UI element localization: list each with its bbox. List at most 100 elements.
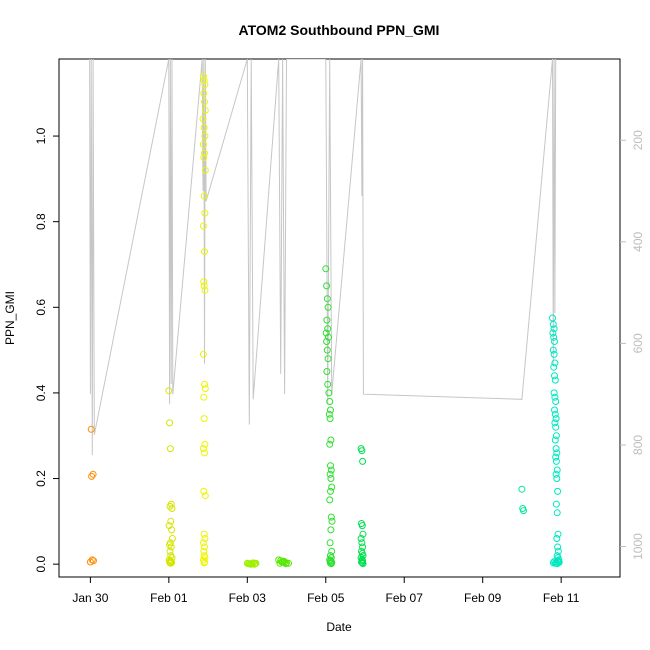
data-point — [200, 154, 208, 161]
data-point — [328, 517, 336, 525]
data-point — [326, 440, 334, 448]
y-tick-label: 0.6 — [34, 299, 48, 316]
plot-frame — [58, 58, 621, 578]
data-point — [201, 385, 209, 393]
x-tick-label: Feb 03 — [229, 591, 267, 605]
y-tick-label: 0.0 — [34, 555, 48, 572]
data-point — [549, 329, 557, 337]
data-point — [166, 502, 174, 510]
y2-tick-label: 600 — [631, 333, 645, 353]
data-point — [282, 560, 290, 568]
data-point — [551, 338, 558, 345]
data-point — [166, 445, 174, 453]
data-point — [166, 419, 174, 427]
data-point — [549, 314, 556, 322]
data-point — [553, 466, 561, 474]
data-point — [549, 320, 557, 328]
data-point — [200, 282, 208, 290]
data-point — [553, 535, 561, 542]
data-point — [325, 389, 333, 397]
y-tick-label: 0.2 — [34, 470, 48, 487]
data-point — [323, 282, 331, 290]
chart-title: ATOM2 Southbound PPN_GMI — [239, 22, 440, 38]
data-point — [201, 492, 209, 500]
data-point — [324, 325, 332, 333]
data-point — [551, 436, 559, 444]
data-point — [201, 380, 208, 388]
data-point — [88, 472, 96, 480]
y2-tick-label: 200 — [631, 130, 645, 150]
data-point — [201, 149, 208, 157]
data-point — [201, 132, 209, 140]
data-point — [327, 526, 335, 534]
data-point — [323, 316, 331, 324]
data-point — [550, 350, 558, 358]
data-point — [167, 517, 175, 525]
data-point — [358, 522, 366, 530]
data-point — [250, 560, 258, 568]
data-point — [327, 462, 334, 470]
data-point — [552, 453, 560, 461]
data-point — [252, 559, 260, 567]
data-point — [324, 380, 332, 388]
data-point — [90, 557, 97, 565]
data-point — [201, 449, 208, 457]
data-point — [199, 222, 207, 230]
data-point — [550, 325, 558, 333]
data-point — [551, 393, 559, 401]
data-point — [327, 466, 335, 474]
data-point — [551, 359, 559, 367]
data-point — [327, 560, 335, 568]
data-point — [552, 500, 560, 508]
data-point — [168, 535, 176, 542]
data-point — [553, 449, 561, 457]
y-tick-label: 1.0 — [34, 127, 48, 144]
data-point — [201, 440, 209, 448]
data-point — [552, 415, 560, 423]
data-point — [201, 535, 209, 542]
data-point — [324, 355, 332, 363]
data-point — [327, 475, 335, 482]
data-point — [165, 387, 173, 395]
x-axis: Jan 30 Feb 01 Feb 03 Feb 05 Feb 07 Feb 09 Feb … — [72, 577, 580, 605]
data-point — [551, 376, 559, 384]
x-tick-label: Jan 30 — [72, 591, 108, 605]
y2-tick-label: 400 — [631, 231, 645, 251]
x-tick-label: Feb 11 — [543, 591, 580, 605]
data-point — [200, 124, 208, 131]
data-point — [551, 410, 559, 418]
x-axis-label: Date — [326, 620, 352, 634]
data-point — [201, 166, 209, 174]
y-tick-label: 0.4 — [34, 384, 48, 401]
data-point — [201, 286, 209, 294]
data-point — [167, 559, 175, 567]
data-point — [327, 487, 334, 495]
data-point — [200, 415, 208, 423]
depth-trace — [89, 59, 557, 456]
data-point — [518, 485, 526, 493]
data-point — [357, 535, 365, 542]
data-point — [327, 436, 335, 444]
data-point — [549, 346, 557, 354]
data-point — [200, 547, 208, 555]
data-point — [553, 475, 561, 482]
data-point — [358, 539, 366, 547]
data-point — [325, 410, 333, 418]
data-point — [199, 141, 207, 149]
data-point — [200, 487, 208, 495]
data-point — [200, 76, 208, 84]
data-point — [552, 559, 560, 567]
data-point — [359, 543, 367, 551]
depth-line — [89, 59, 557, 456]
x-tick-label: Feb 01 — [150, 591, 188, 605]
data-point — [200, 192, 208, 200]
data-point — [552, 423, 560, 431]
data-point — [551, 406, 558, 414]
x-tick-label: Feb 05 — [307, 591, 345, 605]
data-point — [553, 509, 561, 517]
data-point — [326, 415, 334, 423]
data-point — [89, 470, 97, 478]
data-point — [326, 398, 334, 405]
data-point — [326, 496, 334, 504]
y-tick-label: 0.8 — [34, 213, 48, 230]
